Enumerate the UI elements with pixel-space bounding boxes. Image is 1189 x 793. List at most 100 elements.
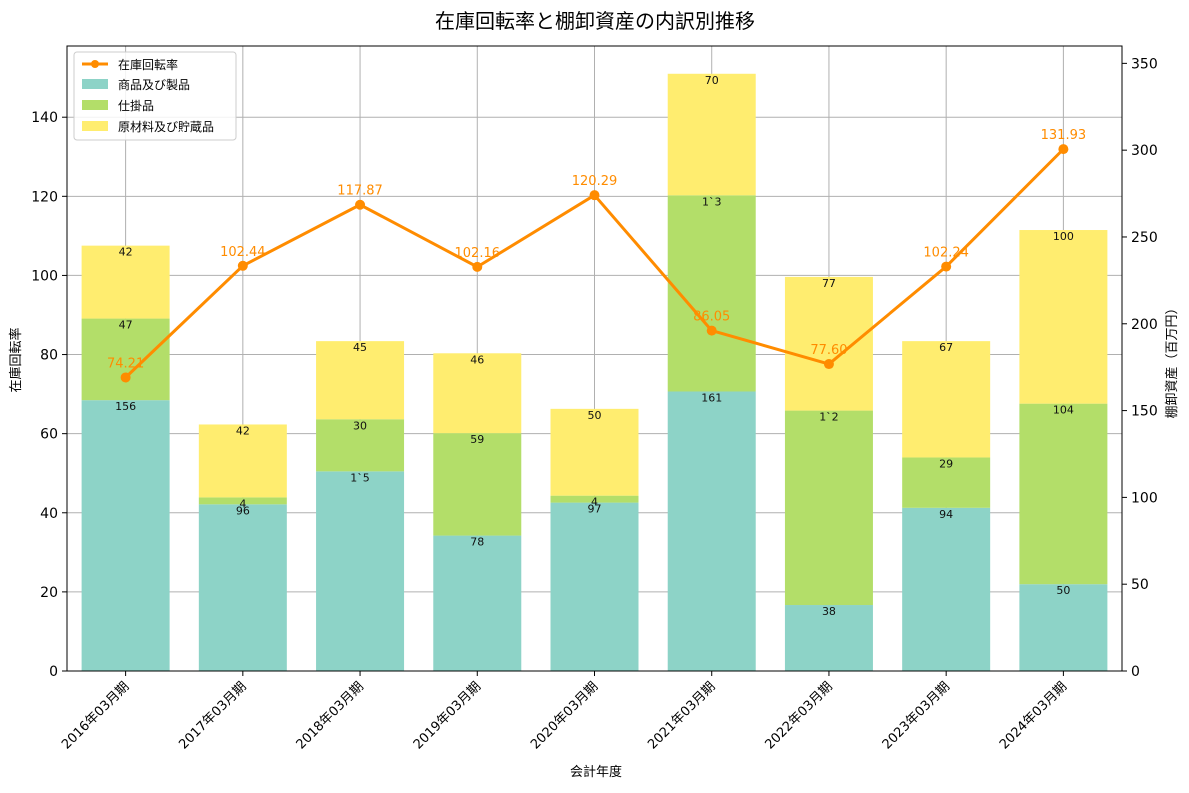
bar-label-materials: 77 <box>822 277 836 290</box>
legend-swatch-wip <box>82 100 108 110</box>
turnover-point <box>237 260 248 271</box>
bar-label-products: 78 <box>470 536 484 549</box>
bar-label-wip: 1`3 <box>702 195 722 208</box>
bar-label-wip: 30 <box>353 419 367 432</box>
x-tick-label: 2017年03月期 <box>176 679 249 752</box>
bar-label-materials: 45 <box>353 341 367 354</box>
right-y-axis-label: 棚卸資産（百万円） <box>1164 301 1180 418</box>
bar-segment-products <box>1019 584 1108 671</box>
bar-segment-products <box>198 504 287 671</box>
right-tick-label: 200 <box>1131 317 1158 333</box>
bar-segment-products <box>550 502 639 671</box>
left-tick-label: 20 <box>40 585 58 601</box>
legend-swatch-materials <box>82 121 108 131</box>
bar-segment-products <box>667 391 756 671</box>
right-tick-label: 300 <box>1131 143 1158 159</box>
bar-segment-materials <box>667 73 756 196</box>
bar-segment-wip <box>784 410 873 606</box>
left-tick-label: 60 <box>40 427 58 443</box>
right-tick-label: 50 <box>1131 577 1149 593</box>
turnover-point <box>120 372 131 383</box>
bar-label-products: 1`5 <box>350 471 370 484</box>
bar-segment-wip <box>1019 403 1108 585</box>
left-tick-label: 80 <box>40 348 58 364</box>
bar-segment-products <box>433 535 522 671</box>
left-tick-label: 120 <box>31 189 58 205</box>
x-tick-label: 2020年03月期 <box>528 679 601 752</box>
turnover-point <box>355 199 366 210</box>
x-tick-label: 2024年03月期 <box>997 679 1070 752</box>
bar-segment-wip <box>667 195 756 392</box>
x-tick-label: 2019年03月期 <box>411 679 484 752</box>
legend-label-turnover: 在庫回転率 <box>118 57 178 72</box>
bar-label-materials: 67 <box>939 341 953 354</box>
bar-label-products: 50 <box>1056 584 1070 597</box>
x-tick-label: 2018年03月期 <box>294 679 367 752</box>
bar-label-wip: 59 <box>470 433 484 446</box>
turnover-point <box>941 261 952 272</box>
legend-label-materials: 原材料及び貯蔵品 <box>118 120 214 134</box>
turnover-point <box>823 359 834 370</box>
legend-swatch-products <box>82 79 108 89</box>
turnover-point <box>706 325 717 336</box>
bar-segment-materials <box>433 353 522 434</box>
turnover-value-label: 102.24 <box>923 246 969 261</box>
turnover-value-label: 77.60 <box>810 343 847 358</box>
turnover-value-label: 74.21 <box>107 356 144 371</box>
bar-label-materials: 100 <box>1053 230 1074 243</box>
right-tick-label: 150 <box>1131 404 1158 420</box>
turnover-value-label: 120.29 <box>572 174 618 189</box>
chart-title: 在庫回転率と棚卸資産の内訳別推移 <box>435 9 755 33</box>
bar-label-materials: 42 <box>236 424 250 437</box>
bar-label-wip: 1`2 <box>819 411 839 424</box>
bar-label-wip: 47 <box>119 319 133 332</box>
bar-label-products: 38 <box>822 605 836 618</box>
bar-segment-wip <box>316 419 405 472</box>
bar-segment-products <box>316 471 405 671</box>
left-y-axis-label: 在庫回転率 <box>8 327 24 392</box>
x-tick-label: 2021年03月期 <box>645 679 718 752</box>
turnover-point <box>472 261 483 272</box>
bar-segment-materials <box>1019 230 1108 404</box>
bar-segment-materials <box>198 424 287 498</box>
bar-segment-materials <box>550 408 639 496</box>
bar-segment-wip <box>433 433 522 536</box>
bar-label-wip: 104 <box>1053 404 1074 417</box>
legend-label-wip: 仕掛品 <box>118 98 154 113</box>
left-tick-label: 140 <box>31 110 58 126</box>
bar-label-materials: 70 <box>705 74 719 87</box>
bar-label-wip: 4 <box>239 497 246 510</box>
bar-segment-wip <box>198 497 287 505</box>
bar-label-wip: 4 <box>591 496 598 509</box>
legend: 在庫回転率 商品及び製品 仕掛品 原材料及び貯蔵品 <box>73 51 237 141</box>
legend-line-marker <box>91 60 99 68</box>
bar-segment-materials <box>81 245 170 319</box>
bar-segment-wip <box>902 457 991 508</box>
turnover-value-label: 117.87 <box>337 184 383 199</box>
bar-label-products: 97 <box>588 503 602 516</box>
bar-segment-products <box>81 400 170 671</box>
turnover-value-label: 86.05 <box>693 310 730 325</box>
left-tick-label: 0 <box>49 664 58 680</box>
bar-label-products: 161 <box>701 391 722 404</box>
bar-label-layer: 1564742964421`53045785946974501611`37038… <box>115 74 1074 618</box>
turnover-point <box>1058 144 1069 155</box>
bar-label-products: 94 <box>939 508 953 521</box>
x-axis-label: 会計年度 <box>570 764 622 780</box>
turnover-value-label: 131.93 <box>1041 128 1087 143</box>
bar-label-products: 156 <box>115 400 136 413</box>
bar-label-materials: 50 <box>588 409 602 422</box>
x-tick-label: 2022年03月期 <box>762 679 835 752</box>
line-layer: 74.21 102.44 117.87 102.16 120.29 86.05 77.60 1… <box>107 128 1087 383</box>
right-tick-label: 250 <box>1131 230 1158 246</box>
legend-label-products: 商品及び製品 <box>118 77 190 92</box>
bar-label-products: 96 <box>236 504 250 517</box>
bar-label-materials: 46 <box>470 353 484 366</box>
bar-layer <box>81 73 1108 671</box>
turnover-value-label: 102.16 <box>455 246 501 261</box>
right-tick-label: 350 <box>1131 56 1158 72</box>
x-tick-label: 2016年03月期 <box>59 679 132 752</box>
right-tick-label: 100 <box>1131 490 1158 506</box>
